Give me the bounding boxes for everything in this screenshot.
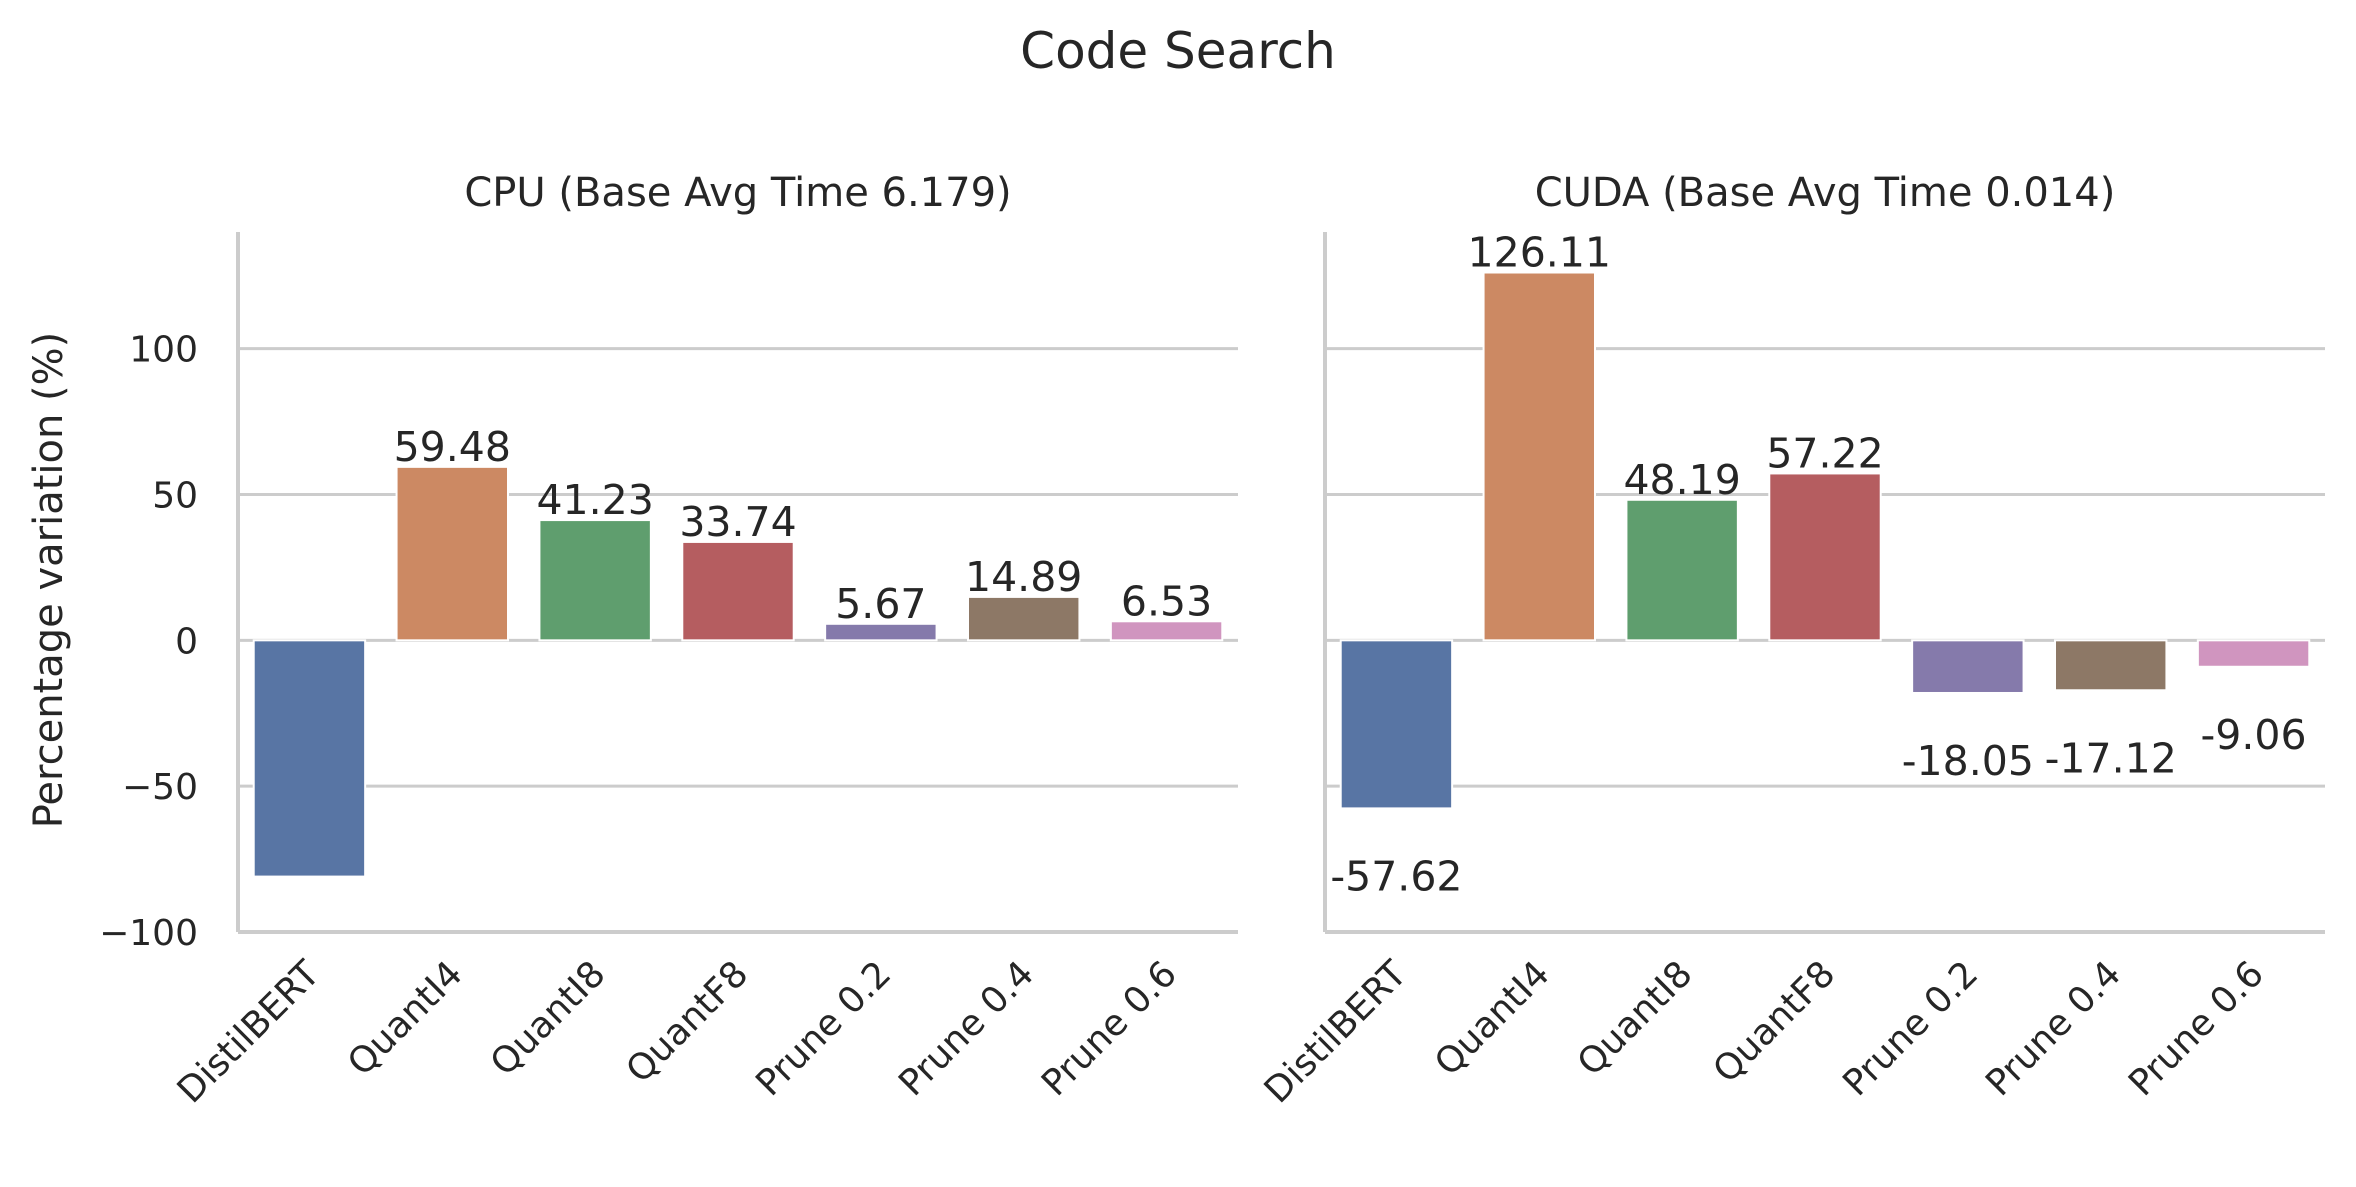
bar-value-label: -9.06 <box>2201 711 2307 759</box>
bar-prune-0-6 <box>1109 620 1224 642</box>
bar-value-label: -17.12 <box>2045 734 2177 782</box>
x-tick-label: QuantF8 <box>619 953 757 1091</box>
bar-value-label: 48.19 <box>1623 456 1740 504</box>
y-tick-label: 50 <box>152 476 198 517</box>
bar-prune-0-6 <box>2196 639 2311 668</box>
y-tick-label: 0 <box>175 621 198 662</box>
x-tick-label: DistilBERT <box>170 953 329 1112</box>
bar-quanti8 <box>1625 498 1739 642</box>
x-tick-label: Prune 0.4 <box>1978 953 2129 1104</box>
x-tick-label: QuantI8 <box>1570 953 1701 1084</box>
bar-value-label: -18.05 <box>1902 737 2034 785</box>
bar-value-label: 5.67 <box>835 580 926 628</box>
x-tick-label: QuantF8 <box>1706 953 1844 1091</box>
bar-prune-0-4 <box>2054 639 2168 692</box>
panel-title: CUDA (Base Avg Time 0.014) <box>1535 170 2116 216</box>
bar-value-label: 6.53 <box>1121 577 1212 625</box>
bar-value-label: 41.23 <box>536 476 653 524</box>
bar-distilbert <box>252 639 367 878</box>
x-tick-label: QuantI4 <box>340 953 471 1084</box>
x-tick-label: Prune 0.6 <box>1034 953 1185 1104</box>
y-axis-label: Percentage variation (%) <box>26 332 72 829</box>
panels: 59.48 41.23 33.74 5.67 14.89 6.53 −100 −50 0 50 10… <box>99 170 2325 1111</box>
bar-quantf8 <box>1768 472 1882 642</box>
bar-quanti4 <box>395 465 510 642</box>
panel-title: CPU (Base Avg Time 6.179) <box>464 170 1011 216</box>
x-tick-label: Prune 0.2 <box>1835 953 1986 1104</box>
x-tick-label: QuantI4 <box>1427 953 1558 1084</box>
panel-0: 59.48 41.23 33.74 5.67 14.89 6.53 −100 −50 0 50 10… <box>99 170 1238 1111</box>
x-tick-label: Prune 0.6 <box>2121 953 2272 1104</box>
bar-quanti4 <box>1482 271 1596 642</box>
bar-prune-0-2 <box>824 622 938 642</box>
y-tick-label: 100 <box>129 330 198 371</box>
x-tick-label: Prune 0.2 <box>748 953 899 1104</box>
bar-value-label: 126.11 <box>1468 229 1611 277</box>
bar-value-label: -57.62 <box>1330 852 1462 900</box>
bar-prune-0-4 <box>967 595 1081 642</box>
bar-prune-0-2 <box>1911 639 2025 694</box>
bar-quantf8 <box>681 540 795 642</box>
bar-value-label: 57.22 <box>1766 429 1883 477</box>
y-tick-label: −50 <box>122 767 198 808</box>
bar-quanti8 <box>538 519 652 642</box>
bar-distilbert <box>1339 639 1454 810</box>
chart-title: Code Search <box>1020 22 1336 80</box>
bar-value-label: 59.48 <box>394 423 511 471</box>
bar-value-label: 33.74 <box>679 498 796 546</box>
panel-1: -57.62 126.11 48.19 57.22 -18.05 -17.12 -9.06 C… <box>1257 170 2325 1111</box>
x-tick-label: Prune 0.4 <box>891 953 1042 1104</box>
bar-value-label: 14.89 <box>965 553 1082 601</box>
x-tick-label: QuantI8 <box>483 953 614 1084</box>
y-tick-label: −100 <box>99 913 198 954</box>
x-tick-label: DistilBERT <box>1257 953 1416 1112</box>
